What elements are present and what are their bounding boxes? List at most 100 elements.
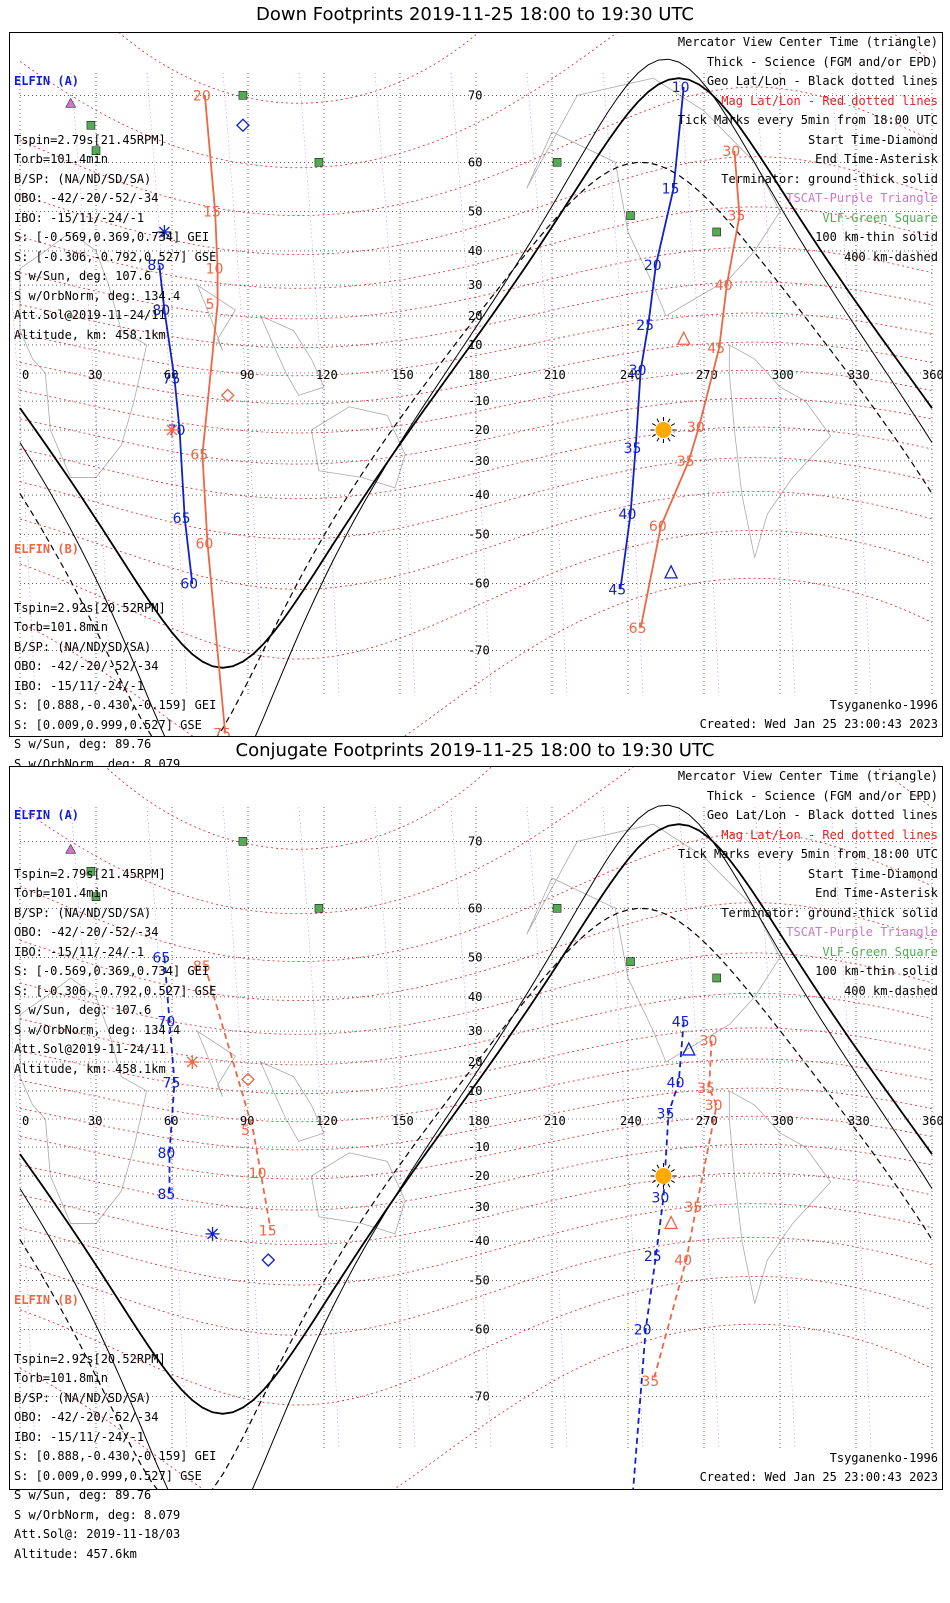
lon-tick-label: 180 xyxy=(468,1114,490,1128)
mag-parallel xyxy=(118,33,479,104)
legend-item: Start Time-Diamond xyxy=(807,866,938,881)
tscat-icon xyxy=(65,97,77,108)
legend-item: TSCAT-Purple Triangle xyxy=(786,925,938,939)
lon-tick-label: 330 xyxy=(848,1114,870,1128)
elfin-b-line: Altitude: 457.6km xyxy=(14,1546,137,1561)
vlf-station-icon xyxy=(712,227,721,237)
lat-tick-label: -30 xyxy=(468,1200,490,1214)
mag-parallel xyxy=(19,577,933,736)
model-label: Tsyganenko-1996 xyxy=(829,1451,938,1465)
elfin-b-label: ELFIN (B) xyxy=(14,542,80,556)
lon-tick-label: 30 xyxy=(88,1114,102,1128)
elfin-a-track xyxy=(163,957,176,1195)
lon-tick-label: 330 xyxy=(848,368,870,382)
start-diamond-icon xyxy=(236,118,250,133)
lat-tick-label: -60 xyxy=(468,1323,490,1337)
elfin-b-minute-label: 10 xyxy=(249,1166,267,1182)
elfin-a-minute-label: 20 xyxy=(634,1323,652,1339)
lat-tick-label: 30 xyxy=(468,1024,482,1038)
mag-parallel xyxy=(19,206,933,289)
end-asterisk-icon xyxy=(185,1054,200,1069)
elfin-a-line: S: [-0.306,-0.792,0.527] GSE xyxy=(14,983,217,998)
created-timestamp: Created: Wed Jan 25 23:00:43 2023 xyxy=(699,717,938,731)
elfin-a-minute-label: 75 xyxy=(163,1075,181,1091)
lon-tick-label: 270 xyxy=(696,1114,718,1128)
lon-tick-label: 270 xyxy=(696,368,718,382)
lat-tick-label: -40 xyxy=(468,488,490,502)
elfin-b-line: IBO: -15/11/-24/-1 xyxy=(14,1429,145,1444)
elfin-a-minute-label: 35 xyxy=(624,441,642,457)
elfin-b-line: Torb=101.8min xyxy=(14,620,108,634)
elfin-b-line: S: [0.009,0.999,0.527] GSE xyxy=(14,1468,202,1483)
lon-tick-label: 0 xyxy=(22,368,29,382)
lat-tick-label: -50 xyxy=(468,1274,490,1288)
legend-item: Mag Lat/Lon - Red dotted lines xyxy=(721,827,938,842)
map-canvas-conjugate: 0 30 60 90 120 150 180 210 240 270 300 330 360706050… xyxy=(10,767,942,1489)
elfin-a-minute-label: 45 xyxy=(672,1014,690,1030)
center-triangle-icon xyxy=(681,1041,696,1056)
legend-item: Mag Lat/Lon - Red dotted lines xyxy=(721,93,938,108)
start-diamond-icon xyxy=(241,1072,255,1087)
elfin-b-minute-label: 30 xyxy=(687,420,705,436)
legend-item: TSCAT-Purple Triangle xyxy=(786,191,938,205)
elfin-a-minute-label: 45 xyxy=(608,582,626,598)
elfin-a-minute-label: 85 xyxy=(157,1187,175,1203)
created-timestamp: Created: Wed Jan 25 23:00:43 2023 xyxy=(699,1470,938,1484)
mag-parallel xyxy=(19,1203,933,1286)
center-triangle-icon xyxy=(664,564,679,579)
terminator-100km xyxy=(19,58,933,736)
coastline xyxy=(19,231,148,478)
lon-tick-label: 150 xyxy=(392,1114,414,1128)
mag-parallel xyxy=(19,457,933,540)
lon-tick-label: 210 xyxy=(544,1114,566,1128)
lon-tick-label: 180 xyxy=(468,368,490,382)
elfin-a-line: S w/Sun, deg: 107.6 xyxy=(14,269,152,283)
legend-item: Terminator: ground-thick solid xyxy=(721,905,938,920)
elfin-b-minute-label: 65 xyxy=(190,448,208,464)
elfin-a-track xyxy=(619,86,685,590)
coastline xyxy=(19,977,148,1224)
elfin-a-line: S w/OrbNorm, deg: 134.4 xyxy=(14,288,181,303)
legend-item: Mercator View Center Time (triangle) xyxy=(677,35,938,49)
lat-tick-label: 70 xyxy=(468,834,482,848)
mag-parallel xyxy=(19,491,933,590)
legend-item: Thick - Science (FGM and/or EPD) xyxy=(706,54,938,69)
lat-tick-label: -30 xyxy=(468,454,490,468)
elfin-a-line: S: [-0.569,0.369,0.734] GEI xyxy=(14,230,210,244)
elfin-a-minute-label: 10 xyxy=(672,80,690,96)
start-diamond-icon xyxy=(261,1253,276,1267)
sun-icon xyxy=(650,1163,677,1190)
elfin-a-line: Att.Sol@2019-11-24/11 xyxy=(14,1042,166,1056)
mag-parallel xyxy=(19,992,933,1066)
legend: Mercator View Center Time (triangle) Thic… xyxy=(678,33,938,267)
legend-item: 400 km-dashed xyxy=(844,249,938,264)
elfin-a-line: Att.Sol@2019-11-24/11 xyxy=(14,308,166,322)
lon-tick-label: 210 xyxy=(544,368,566,382)
lon-tick-label: 360 xyxy=(922,368,942,382)
elfin-a-line: Altitude, km: 458.1km xyxy=(14,1061,166,1076)
mag-meridian xyxy=(754,806,796,1450)
vlf-station-icon xyxy=(86,866,96,876)
coastline xyxy=(728,1090,832,1304)
mag-parallel xyxy=(19,902,933,1001)
elfin-a-minute-label: 60 xyxy=(180,577,198,593)
mag-meridian xyxy=(602,806,644,1450)
mag-meridian xyxy=(830,806,872,1450)
lat-tick-label: 60 xyxy=(468,901,482,915)
vlf-station-icon xyxy=(626,211,635,220)
coastline xyxy=(259,1061,325,1142)
elfin-a-minute-label: 75 xyxy=(163,372,181,388)
elfin-b-minute-label: 20 xyxy=(193,88,211,104)
mag-meridian xyxy=(222,72,264,697)
center-triangle-icon xyxy=(664,1215,679,1230)
mag-meridian xyxy=(374,72,416,697)
mag-meridian xyxy=(526,806,568,1450)
vlf-station-icon xyxy=(314,158,324,167)
vlf-station-icon xyxy=(552,158,562,167)
elfin-a-lines: Tspin=2.79s[21.45RPM] Torb=101.4min B/SP: … xyxy=(14,131,216,346)
legend-item: Start Time-Diamond xyxy=(807,132,938,147)
elfin-a-info: ELFIN (A) Tspin=2.79s[21.45RPM] Torb=101.… xyxy=(14,33,216,384)
elfin-b-minute-label: 45 xyxy=(707,341,725,357)
elfin-b-line: S w/Sun, deg: 89.76 xyxy=(14,737,152,751)
elfin-a-minute-label: 85 xyxy=(147,258,165,274)
